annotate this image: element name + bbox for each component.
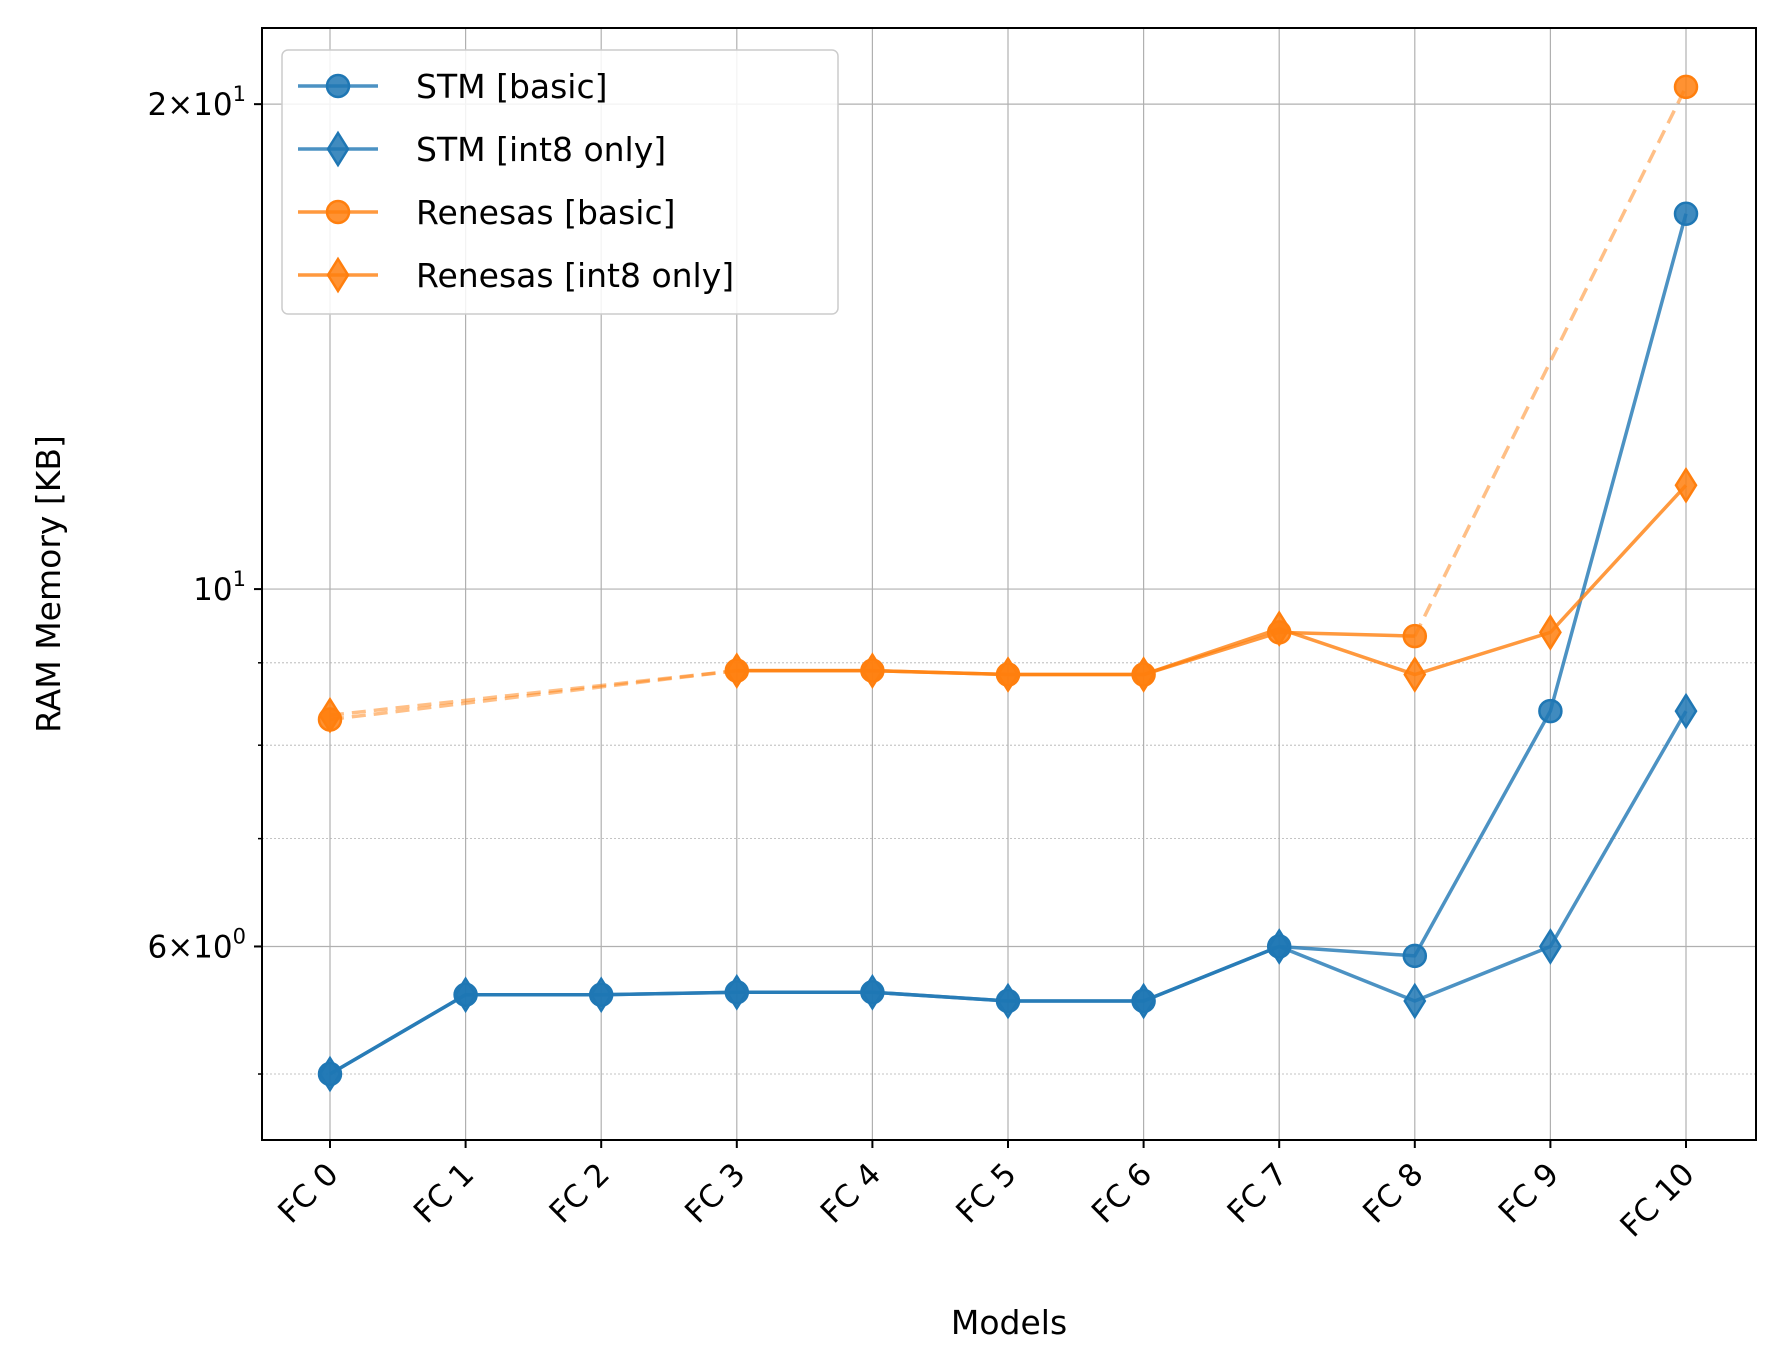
interpolated-segment xyxy=(1413,86,1688,637)
y-tick-label: 101 xyxy=(193,567,246,608)
data-point xyxy=(325,73,351,99)
data-point xyxy=(318,1055,342,1093)
data-point xyxy=(326,256,350,294)
legend-label: STM [int8 only] xyxy=(416,130,666,169)
data-point xyxy=(860,973,884,1011)
legend-label: Renesas [int8 only] xyxy=(416,256,734,295)
data-point xyxy=(1673,201,1699,227)
data-point xyxy=(725,973,749,1011)
data-point xyxy=(1538,614,1562,651)
y-tick-label: 6×100 xyxy=(147,924,246,965)
data-point xyxy=(1267,610,1291,648)
legend-label: STM [basic] xyxy=(416,67,608,106)
data-point xyxy=(725,652,749,689)
series-renesas-int8-only xyxy=(318,466,1698,734)
data-point xyxy=(454,976,478,1014)
data-point xyxy=(996,656,1020,693)
data-point xyxy=(325,199,351,225)
legend-box xyxy=(281,49,839,315)
data-point xyxy=(1674,692,1698,730)
data-point xyxy=(1132,656,1156,693)
x-axis-label: Models xyxy=(951,1303,1067,1342)
legend: STM [basic] STM [int8 only] Renesas [basic… xyxy=(281,49,839,315)
data-point xyxy=(1132,982,1156,1020)
data-point xyxy=(1402,623,1428,649)
data-point xyxy=(1538,928,1562,965)
data-point xyxy=(326,130,350,168)
interpolated-segment xyxy=(329,668,737,717)
y-tick-label: 2×101 xyxy=(147,82,246,123)
series-stm-int8-only xyxy=(318,692,1698,1093)
data-point xyxy=(1403,656,1427,693)
legend-entry: STM [basic] xyxy=(298,67,608,106)
data-point xyxy=(1267,928,1291,965)
data-point xyxy=(1403,982,1427,1020)
y-axis-label: RAM Memory [KB] xyxy=(29,435,68,733)
data-point xyxy=(860,652,884,689)
data-point xyxy=(1673,74,1699,100)
legend-entry: Renesas [int8 only] xyxy=(298,256,734,295)
legend-entry: STM [int8 only] xyxy=(298,130,666,169)
data-point xyxy=(1538,698,1563,724)
data-point xyxy=(996,982,1020,1020)
data-point xyxy=(1674,466,1698,504)
series-layer xyxy=(317,74,1699,1093)
data-point xyxy=(589,976,613,1014)
data-point xyxy=(318,696,342,734)
legend-label: Renesas [basic] xyxy=(416,193,676,232)
legend-entry: Renesas [basic] xyxy=(298,193,676,232)
series-line xyxy=(736,484,1688,677)
data-point xyxy=(1402,943,1428,969)
